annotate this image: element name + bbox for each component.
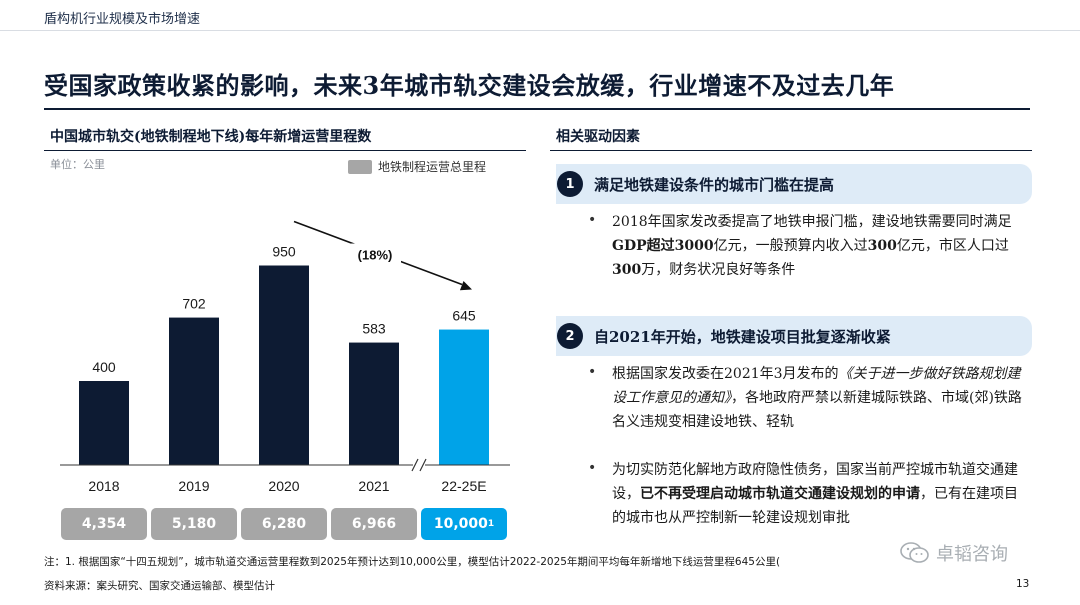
- axis-break-mark: [419, 458, 427, 472]
- growth-annotation: (18%): [358, 248, 393, 263]
- driver-2-bullet-2: 为切实防范化解地方政府隐性债务，国家当前严控城市轨道交通建设，已不再受理启动城市…: [612, 458, 1028, 530]
- bullet-run: GDP超过3000: [612, 238, 714, 254]
- bullet-marker: •: [588, 212, 597, 228]
- drivers-title-divider: [550, 150, 1032, 151]
- total-value: 10,000: [433, 516, 488, 532]
- section-label: 盾构机行业规模及市场增速: [44, 12, 201, 27]
- total-badge-22-25E: 10,000 1: [421, 508, 507, 540]
- total-badge-2021: 6,966: [331, 508, 417, 540]
- chart-title-divider: [44, 150, 526, 151]
- data-label: 583: [362, 321, 386, 337]
- x-tick-label: 2021: [358, 478, 389, 494]
- bar-2018: [79, 381, 129, 465]
- bullet-run: 《关于进一步做好铁路规划建设工作意见的通知》: [612, 366, 1021, 406]
- wechat-icon: [900, 542, 929, 563]
- source-note: 资料来源：案头研究、国家交通运输部、模型估计: [44, 580, 275, 592]
- bar-2021: [349, 342, 399, 465]
- data-label: 950: [272, 244, 296, 260]
- bullet-run: 300: [612, 262, 642, 278]
- total-value: 4,354: [81, 516, 127, 532]
- bar-2019: [169, 317, 219, 465]
- unit-label: 单位：公里: [50, 158, 105, 171]
- legend-label: 地铁制程运营总里程: [378, 160, 487, 174]
- driver-1-bullet-1: 2018年国家发改委提高了地铁申报门槛，建设地铁需要同时满足GDP超过3000亿…: [612, 210, 1028, 282]
- chart-title: 中国城市轨交(地铁制程地下线)每年新增运营里程数: [50, 129, 372, 145]
- driver-title-2: 自2021年开始，地铁建设项目批复逐渐收紧: [594, 328, 891, 346]
- data-label: 702: [182, 296, 206, 312]
- total-badge-2019: 5,180: [151, 508, 237, 540]
- x-tick-label: 2020: [268, 478, 299, 494]
- bullet-run: 为切实防范化解地方政府隐性债务，国家当前严控城市轨道交通建设，: [612, 462, 1018, 502]
- bullet-run: 万，财务状况良好等条件: [641, 262, 796, 278]
- watermark-text: 卓韬咨询: [936, 544, 1008, 565]
- legend-swatch: [348, 159, 372, 174]
- bullet-marker: •: [588, 460, 597, 476]
- x-tick-label: 22-25E: [441, 478, 486, 494]
- driver-title-1: 满足地铁建设条件的城市门槛在提高: [594, 176, 835, 194]
- bullet-run: 已不再受理启动城市轨道交通建设规划的申请: [640, 486, 920, 502]
- bar-22-25E: [439, 329, 489, 465]
- trend-arrow-head: [459, 280, 472, 291]
- driver-header-2: [556, 316, 1032, 356]
- bullet-marker: •: [588, 364, 597, 380]
- page-number: 13: [1016, 578, 1030, 590]
- bullet-run: 亿元，市区人口过: [896, 238, 1009, 254]
- total-value: 5,180: [171, 516, 217, 532]
- total-value: 6,280: [261, 516, 307, 532]
- bullet-run: ，各地政府严禁以新建城际铁路、市域(郊)铁路名义违规变相建设地铁、轻轨: [612, 390, 1022, 430]
- drivers-title: 相关驱动因素: [556, 129, 640, 145]
- total-badge-2018: 4,354: [61, 508, 147, 540]
- bullet-run: 300: [867, 238, 897, 254]
- total-badge-2020: 6,280: [241, 508, 327, 540]
- driver-header-1: [556, 164, 1032, 204]
- driver-2-bullet-1: 根据国家发改委在2021年3月发布的《关于进一步做好铁路规划建设工作意见的通知》…: [612, 362, 1028, 434]
- bar-chart: 400 2018 702 2019 950 2020 583 2021 645 22-25E (18…: [60, 220, 510, 494]
- data-label: 400: [92, 359, 116, 375]
- title-divider: [44, 108, 1030, 110]
- watermark: 卓韬咨询: [900, 540, 1008, 566]
- footnote-marker: 1: [487, 519, 495, 529]
- driver-number-2: 2: [557, 323, 583, 349]
- annotation-bg: [349, 243, 401, 264]
- total-value: 6,966: [351, 516, 397, 532]
- bullet-run: 2018年国家发改委提高了地铁申报门槛，建设地铁需要同时满足: [612, 214, 1012, 230]
- footnote: 注：1. 根据国家“十四五规划”，城市轨道交通运营里程数到2025年预计达到10…: [44, 556, 781, 568]
- bar-2020: [259, 265, 309, 465]
- top-divider: [0, 30, 1080, 31]
- bullet-run: 根据国家发改委在2021年3月发布的: [612, 366, 839, 382]
- data-label: 645: [452, 308, 476, 324]
- chart-legend: 地铁制程运营总里程: [348, 158, 486, 175]
- driver-number-1: 1: [557, 171, 583, 197]
- axis-break-mark: [411, 458, 419, 472]
- x-tick-label: 2018: [88, 478, 119, 494]
- bullet-run: ，已有在建项目的城市也从严控制新一轮建设规划审批: [612, 486, 1018, 526]
- bullet-run: 亿元，一般预算内收入过: [713, 238, 868, 254]
- x-tick-label: 2019: [178, 478, 209, 494]
- page-title: 受国家政策收紧的影响，未来3年城市轨交建设会放缓，行业增速不及过去几年: [44, 71, 895, 100]
